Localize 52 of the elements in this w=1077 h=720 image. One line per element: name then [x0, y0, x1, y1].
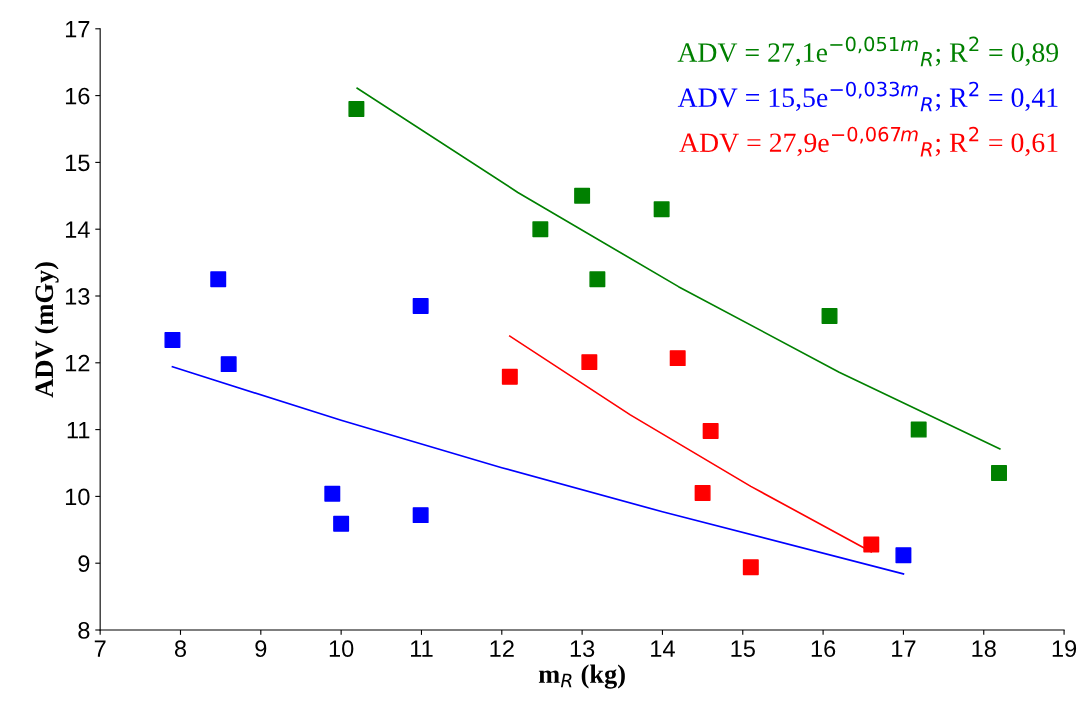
x-axis-title: m$_{R}$ (kg) [538, 664, 625, 689]
x-tick-label: 14 [651, 640, 675, 657]
x-tick-label: 10 [329, 640, 354, 658]
x-tick-label: 9 [255, 640, 267, 658]
y-tick-label: 10 [65, 488, 90, 506]
y-tick-label: 15 [65, 154, 90, 172]
point [324, 485, 341, 502]
point [895, 547, 912, 564]
point [991, 465, 1007, 481]
x-tick-label: 15 [731, 640, 755, 658]
y-tick-label: 17 [65, 21, 90, 38]
point [821, 308, 838, 325]
point [669, 350, 686, 367]
point [220, 356, 237, 373]
point [210, 271, 227, 288]
point [412, 507, 429, 524]
point [501, 368, 518, 385]
x-tick-label: 7 [94, 640, 106, 657]
point [863, 536, 880, 553]
x-tick-label: 19 [1052, 640, 1077, 658]
x-tick-label: 16 [811, 640, 836, 658]
point [742, 559, 759, 576]
text: ADV = 27,1e$^{−0,051m}$$_{R}$; R$^{2}$ = 0,89 [677, 36, 1059, 67]
point [653, 201, 670, 218]
y-tick-label: 11 [67, 421, 90, 439]
point [412, 298, 429, 314]
y-axis-title: ADV (mGy) [34, 262, 59, 398]
x-tick-label: 17 [892, 640, 916, 657]
y-tick-label: 8 [78, 622, 90, 639]
point [702, 422, 719, 439]
point [532, 221, 549, 238]
x-tick-label: 11 [411, 640, 433, 657]
y-tick-label: 16 [65, 87, 90, 105]
point [589, 271, 606, 288]
y-tick-label: 13 [65, 288, 90, 305]
point [581, 354, 598, 371]
point [164, 332, 181, 349]
y-tick-label: 12 [65, 354, 90, 372]
x-tick-label: 12 [490, 640, 514, 657]
point [694, 485, 711, 502]
y-tick-label: 14 [65, 221, 90, 238]
x-tick-label: 8 [174, 640, 187, 658]
point [574, 187, 591, 204]
point [333, 515, 350, 532]
point [348, 100, 365, 117]
text: ADV = 27,9e$^{−0,067m}$$_{R}$; R$^{2}$ = 0,61 [679, 126, 1058, 157]
line-series [171, 365, 905, 575]
point [910, 421, 927, 438]
x-tick-label: 18 [972, 640, 996, 658]
x-tick-label: 13 [570, 640, 595, 658]
text: ADV = 15,5e$^{−0,033m}$$_{R}$; R$^{2}$ = 0,41 [677, 81, 1058, 112]
y-tick-label: 9 [78, 555, 90, 572]
